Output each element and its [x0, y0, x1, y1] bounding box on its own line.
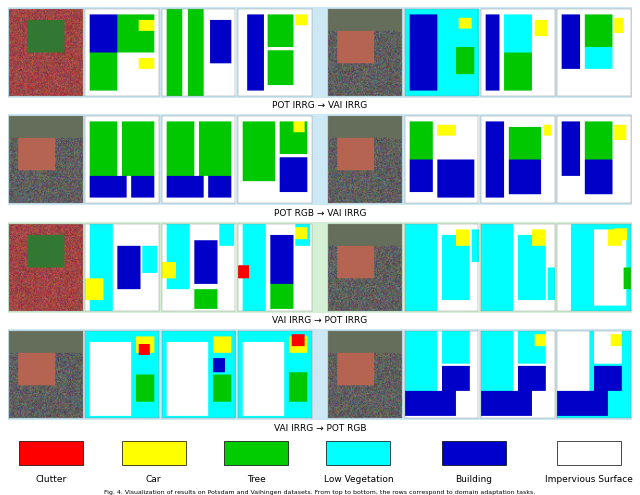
Text: Impervious Surface: Impervious Surface — [545, 475, 633, 484]
Text: Fig. 4. Visualization of results on Potsdam and Vaihingen datasets. From top to : Fig. 4. Visualization of results on Pots… — [104, 490, 536, 495]
Text: POT IRRG → VAI IRRG: POT IRRG → VAI IRRG — [273, 101, 367, 110]
Bar — [122, 441, 186, 465]
Text: VAI IRRG → POT IRRG: VAI IRRG → POT IRRG — [273, 316, 367, 325]
Text: Low Vegetation: Low Vegetation — [324, 475, 393, 484]
Bar — [442, 441, 506, 465]
Bar — [557, 441, 621, 465]
Text: Car: Car — [146, 475, 161, 484]
Bar — [224, 441, 288, 465]
Text: Clutter: Clutter — [36, 475, 67, 484]
Text: POT RGB → VAI IRRG: POT RGB → VAI IRRG — [274, 209, 366, 218]
Text: Tree: Tree — [246, 475, 266, 484]
Text: VAI IRRG → POT RGB: VAI IRRG → POT RGB — [274, 424, 366, 433]
Bar — [326, 441, 390, 465]
Text: Building: Building — [455, 475, 492, 484]
Bar — [19, 441, 83, 465]
